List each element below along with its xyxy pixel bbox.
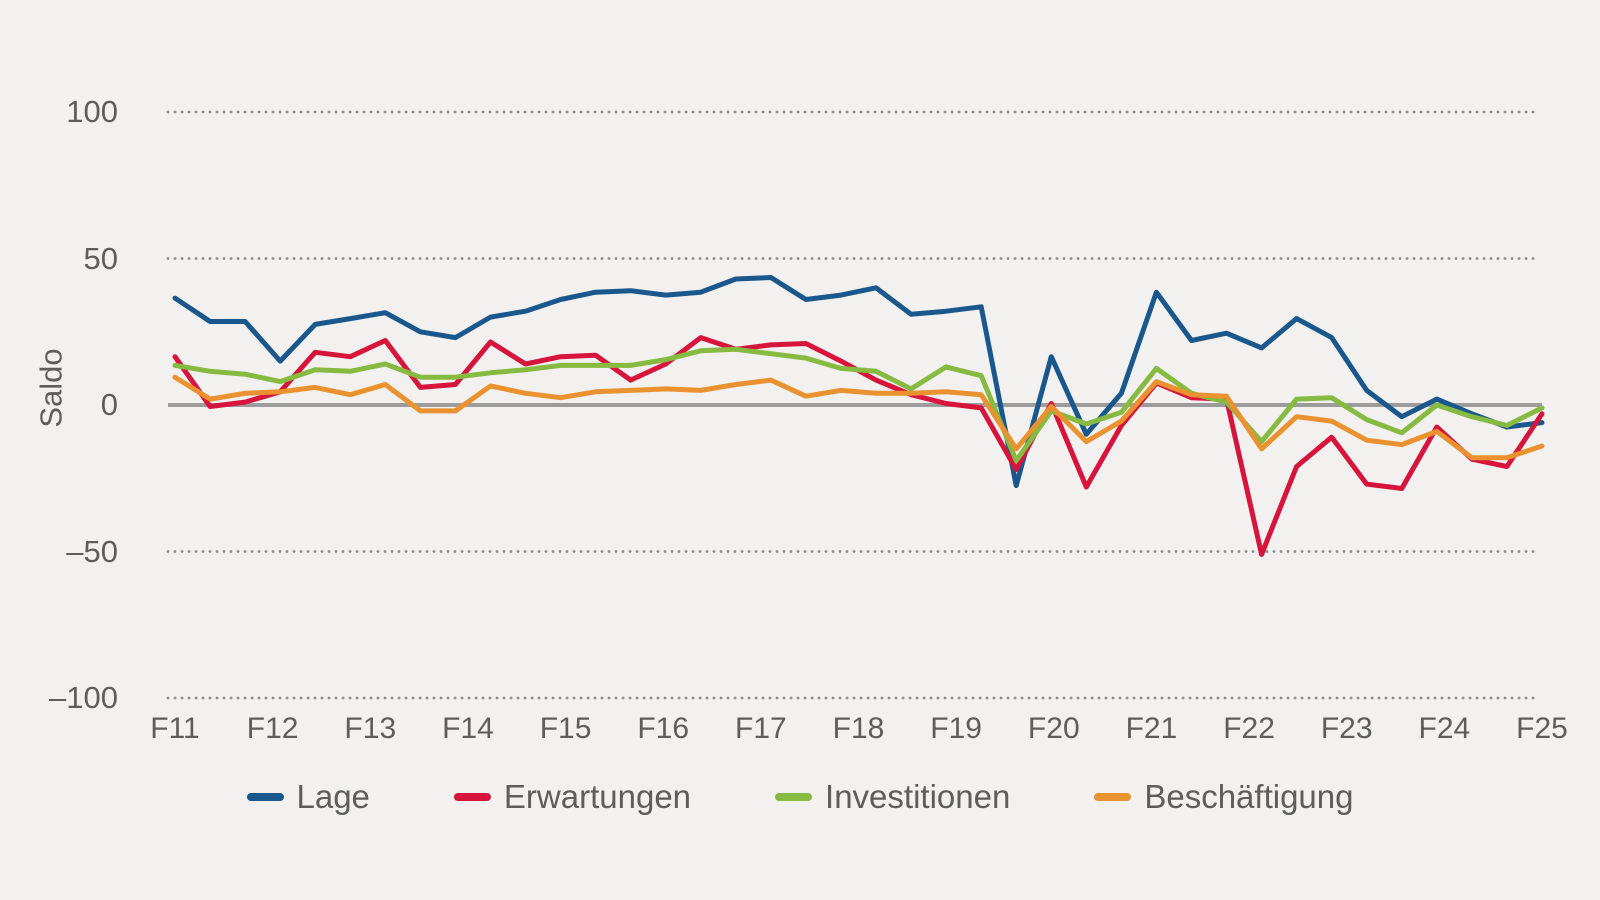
- x-tick-label: F15: [539, 712, 592, 745]
- x-tick-label: F17: [734, 712, 787, 745]
- legend-item-erwartungen: Erwartungen: [453, 778, 692, 816]
- y-tick-label: –50: [66, 533, 118, 569]
- legend-label: Investitionen: [825, 778, 1011, 815]
- x-tick-label: F14: [442, 712, 494, 745]
- y-tick-label: 50: [83, 240, 118, 276]
- x-tick-label: F11: [150, 712, 200, 745]
- x-tick-label: F19: [930, 712, 982, 745]
- legend-swatch-icon: [246, 793, 284, 801]
- x-tick-label: F22: [1223, 712, 1275, 745]
- legend-label: Erwartungen: [503, 778, 692, 815]
- x-tick-label: F24: [1418, 712, 1471, 745]
- series-line-investitionen: [172, 346, 1545, 464]
- legend-item-investitionen: Investitionen: [775, 778, 1010, 816]
- series-line-beschäftigung: [172, 374, 1545, 461]
- x-tick-label: F16: [637, 712, 690, 745]
- y-tick-label: –100: [49, 680, 118, 715]
- x-tick-label: F23: [1320, 712, 1373, 745]
- y-tick-label: 100: [66, 94, 118, 129]
- x-tick-label: F20: [1027, 712, 1080, 745]
- legend-label: Lage: [296, 778, 370, 815]
- legend-label: Beschäftigung: [1144, 778, 1354, 815]
- x-tick-label: F18: [832, 712, 885, 745]
- x-tick-label: F13: [344, 712, 397, 745]
- x-tick-label: F25: [1516, 712, 1568, 745]
- legend-swatch-icon: [775, 793, 813, 801]
- legend-item-lage: Lage: [246, 778, 370, 816]
- legend-swatch-icon: [453, 793, 491, 801]
- y-tick-label: 0: [100, 387, 118, 422]
- chart-legend: Lage Erwartungen Investitionen Beschäftigun…: [0, 778, 1600, 816]
- x-tick-label: F21: [1125, 712, 1178, 745]
- legend-item-beschäftigung: Beschäftigung: [1094, 778, 1353, 816]
- y-axis-title: Saldo: [33, 348, 69, 428]
- x-tick-label: F12: [246, 712, 299, 745]
- series-line-lage: [172, 275, 1545, 489]
- legend-swatch-icon: [1094, 793, 1132, 801]
